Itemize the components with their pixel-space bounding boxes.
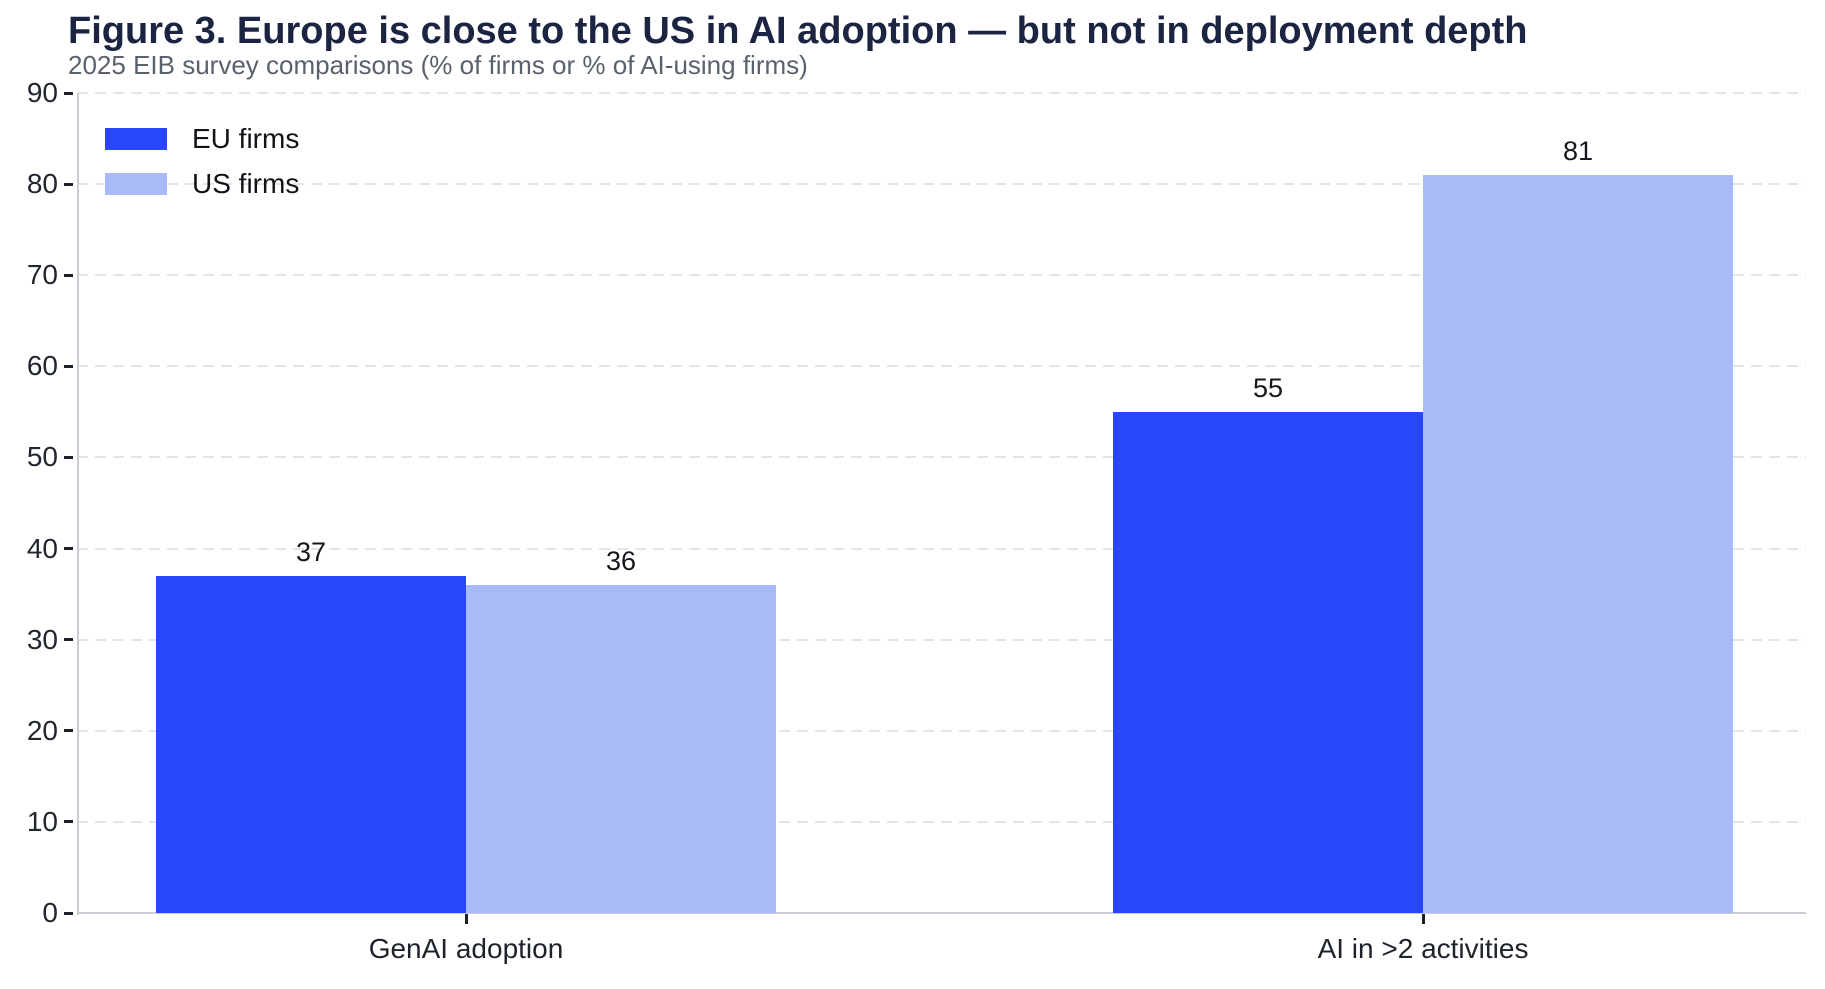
value-label-us-firms-genai-adoption: 36 bbox=[605, 546, 637, 576]
y-axis-spine bbox=[77, 93, 79, 915]
y-tick-label-70: 70 bbox=[26, 259, 58, 291]
legend-swatch-us-firms bbox=[105, 173, 167, 195]
x-tick-label-genai-adoption: GenAI adoption bbox=[368, 933, 564, 964]
chart-subtitle: 2025 EIB survey comparisons (% of firms … bbox=[68, 50, 808, 80]
bar-eu-firms-genai-adoption bbox=[156, 575, 466, 913]
y-tick-mark-90 bbox=[64, 91, 73, 95]
gridline-70 bbox=[77, 274, 1806, 277]
legend-label-us-firms: US firms bbox=[192, 168, 300, 199]
gridline-30 bbox=[77, 638, 1806, 641]
y-tick-mark-60 bbox=[64, 364, 73, 368]
value-label-us-firms-ai-in-2-activities: 81 bbox=[1562, 136, 1594, 166]
y-tick-label-30: 30 bbox=[26, 623, 58, 655]
y-tick-mark-30 bbox=[64, 638, 73, 642]
legend-item-us-firms: US firms bbox=[105, 168, 300, 199]
bar-us-firms-ai-in-2-activities bbox=[1423, 175, 1733, 913]
y-tick-mark-40 bbox=[64, 547, 73, 551]
gridline-40 bbox=[77, 547, 1806, 550]
value-label-eu-firms-ai-in-2-activities: 55 bbox=[1252, 372, 1284, 403]
y-tick-label-20: 20 bbox=[26, 714, 58, 746]
y-tick-label-10: 10 bbox=[26, 805, 58, 837]
gridline-10 bbox=[77, 820, 1806, 823]
y-tick-mark-10 bbox=[64, 820, 73, 824]
y-tick-mark-20 bbox=[64, 729, 73, 733]
gridline-80 bbox=[77, 183, 1806, 186]
x-tick-mark-genai-adoption bbox=[464, 914, 468, 924]
x-tick-mark-ai-in-2-activities bbox=[1421, 914, 1425, 924]
x-axis-spine bbox=[77, 912, 1806, 914]
plot-area: 0 10 20 30 40 50 60 70 80 90 GenAI adoption AI in … bbox=[27, 78, 1806, 964]
y-tick-label-0: 0 bbox=[42, 897, 58, 928]
gridline-50 bbox=[77, 456, 1806, 459]
gridline-20 bbox=[77, 729, 1806, 732]
y-tick-label-50: 50 bbox=[26, 441, 58, 473]
y-tick-mark-80 bbox=[64, 182, 73, 186]
legend-item-eu-firms: EU firms bbox=[105, 123, 300, 154]
y-tick-label-90: 90 bbox=[26, 77, 58, 108]
x-tick-label-ai-in-2-activities: AI in >2 activities bbox=[1317, 933, 1529, 964]
gridline-60 bbox=[77, 365, 1806, 368]
bar-eu-firms-ai-in-2-activities bbox=[1113, 411, 1423, 913]
chart-title: Figure 3. Europe is close to the US in A… bbox=[68, 10, 1528, 52]
y-tick-label-40: 40 bbox=[26, 532, 58, 564]
y-tick-mark-70 bbox=[64, 273, 73, 277]
value-label-eu-firms-genai-adoption: 37 bbox=[295, 536, 327, 567]
y-tick-label-60: 60 bbox=[26, 350, 58, 382]
y-tick-mark-50 bbox=[64, 455, 73, 459]
y-tick-label-80: 80 bbox=[26, 168, 58, 200]
legend-swatch-eu-firms bbox=[105, 128, 167, 150]
y-tick-mark-0 bbox=[64, 911, 73, 915]
gridline-90 bbox=[77, 92, 1806, 94]
bar-us-firms-genai-adoption bbox=[466, 585, 776, 913]
legend-label-eu-firms: EU firms bbox=[192, 123, 300, 154]
